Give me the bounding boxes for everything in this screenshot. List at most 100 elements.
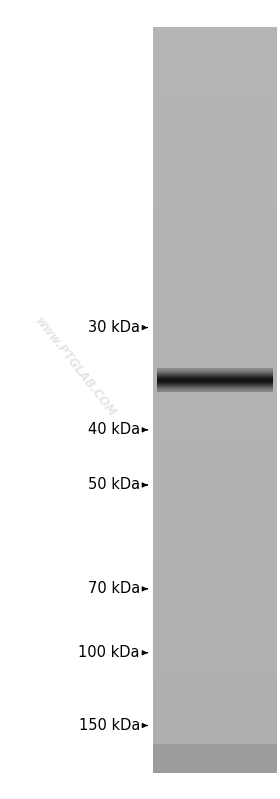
Bar bbox=[153, 397, 277, 401]
Bar bbox=[153, 618, 277, 622]
Bar bbox=[153, 509, 277, 512]
Bar bbox=[153, 144, 277, 147]
Bar bbox=[153, 447, 277, 451]
Bar bbox=[153, 576, 277, 579]
Bar bbox=[153, 206, 277, 209]
Bar bbox=[153, 477, 277, 480]
Bar bbox=[153, 753, 277, 756]
Bar bbox=[153, 303, 277, 306]
Bar bbox=[153, 278, 277, 281]
Bar bbox=[153, 89, 277, 93]
Bar bbox=[153, 748, 277, 751]
Bar bbox=[153, 641, 277, 644]
Bar bbox=[153, 566, 277, 570]
Bar bbox=[153, 609, 277, 612]
Bar bbox=[153, 549, 277, 552]
Bar bbox=[153, 114, 277, 117]
Bar bbox=[153, 636, 277, 639]
Bar bbox=[153, 487, 277, 490]
Bar bbox=[153, 365, 277, 368]
Bar bbox=[153, 285, 277, 289]
Bar bbox=[153, 591, 277, 594]
Bar bbox=[153, 42, 277, 46]
Bar bbox=[153, 196, 277, 200]
Bar bbox=[153, 323, 277, 326]
Bar bbox=[153, 221, 277, 225]
Bar bbox=[153, 352, 277, 356]
Bar bbox=[153, 363, 277, 366]
Bar bbox=[153, 132, 277, 135]
Bar bbox=[153, 427, 277, 431]
Bar bbox=[153, 594, 277, 597]
Bar bbox=[153, 444, 277, 448]
Bar bbox=[153, 721, 277, 724]
Bar bbox=[153, 611, 277, 614]
Bar bbox=[153, 763, 277, 766]
Bar bbox=[153, 45, 277, 48]
Text: 30 kDa: 30 kDa bbox=[88, 320, 140, 335]
Bar bbox=[153, 735, 277, 738]
Bar bbox=[153, 336, 277, 339]
Bar bbox=[153, 656, 277, 659]
Bar bbox=[153, 137, 277, 140]
Bar bbox=[153, 589, 277, 592]
Bar bbox=[153, 442, 277, 445]
Bar bbox=[153, 604, 277, 607]
Bar bbox=[153, 623, 277, 627]
Bar bbox=[153, 467, 277, 471]
Bar bbox=[153, 531, 277, 535]
Bar bbox=[153, 522, 277, 525]
Bar bbox=[153, 683, 277, 686]
Bar bbox=[153, 251, 277, 254]
Bar bbox=[153, 686, 277, 689]
Bar bbox=[153, 85, 277, 88]
Bar bbox=[153, 733, 277, 736]
Bar bbox=[153, 298, 277, 301]
Bar bbox=[153, 527, 277, 530]
Bar bbox=[153, 760, 277, 764]
Bar bbox=[153, 338, 277, 341]
Bar bbox=[153, 504, 277, 507]
Bar bbox=[153, 126, 277, 130]
Bar bbox=[153, 34, 277, 38]
Bar bbox=[153, 375, 277, 379]
Bar bbox=[153, 224, 277, 227]
Bar bbox=[153, 475, 277, 478]
Bar bbox=[153, 755, 277, 758]
Bar bbox=[153, 134, 277, 137]
Bar bbox=[153, 296, 277, 299]
Bar bbox=[153, 638, 277, 642]
Bar bbox=[153, 407, 277, 411]
Bar bbox=[153, 199, 277, 202]
Bar bbox=[153, 596, 277, 599]
Bar bbox=[153, 470, 277, 473]
Bar bbox=[153, 678, 277, 682]
Bar bbox=[153, 464, 277, 467]
Bar bbox=[153, 621, 277, 624]
Bar bbox=[153, 343, 277, 346]
Bar bbox=[153, 50, 277, 53]
Bar bbox=[153, 139, 277, 142]
Bar bbox=[153, 713, 277, 716]
Bar bbox=[153, 737, 277, 741]
Bar bbox=[153, 161, 277, 165]
Bar bbox=[153, 276, 277, 279]
Bar bbox=[153, 674, 277, 677]
Bar bbox=[153, 99, 277, 102]
Bar bbox=[153, 598, 277, 602]
Bar bbox=[153, 455, 277, 458]
Bar bbox=[153, 646, 277, 649]
Bar bbox=[153, 70, 277, 73]
Bar bbox=[153, 229, 277, 232]
Bar bbox=[153, 348, 277, 351]
Bar bbox=[153, 333, 277, 336]
Bar bbox=[153, 67, 277, 70]
Bar bbox=[153, 542, 277, 545]
Bar bbox=[153, 211, 277, 214]
Bar bbox=[153, 693, 277, 697]
Bar bbox=[153, 368, 277, 371]
Bar bbox=[153, 231, 277, 234]
Bar bbox=[153, 723, 277, 726]
Bar bbox=[153, 614, 277, 617]
Bar bbox=[153, 283, 277, 286]
